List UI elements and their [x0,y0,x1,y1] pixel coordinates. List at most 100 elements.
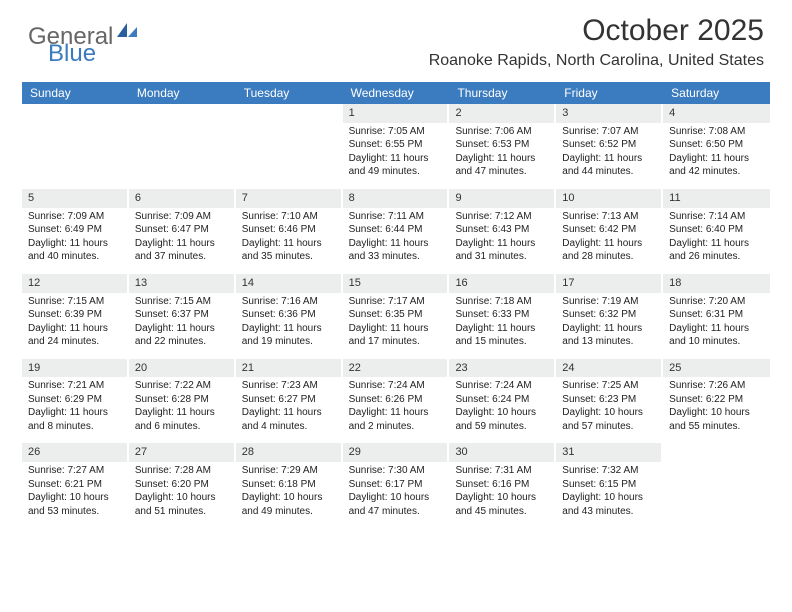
day-line: Sunrise: 7:14 AM [669,210,764,224]
day-line: Sunset: 6:31 PM [669,308,764,322]
title-block: October 2025 Roanoke Rapids, North Carol… [429,14,764,70]
day-cell: 6Sunrise: 7:09 AMSunset: 6:47 PMDaylight… [129,189,236,270]
day-line: Sunset: 6:46 PM [242,223,337,237]
day-number: 14 [236,274,343,293]
day-line: Sunrise: 7:31 AM [455,464,550,478]
day-cell: 24Sunrise: 7:25 AMSunset: 6:23 PMDayligh… [556,359,663,440]
day-line: Sunset: 6:27 PM [242,393,337,407]
day-cell: 12Sunrise: 7:15 AMSunset: 6:39 PMDayligh… [22,274,129,355]
day-line: Sunset: 6:23 PM [562,393,657,407]
day-number: 28 [236,443,343,462]
day-line: Daylight: 11 hours [562,152,657,166]
day-line: Sunrise: 7:05 AM [349,125,444,139]
day-body: Sunrise: 7:08 AMSunset: 6:50 PMDaylight:… [663,123,770,185]
day-body: Sunrise: 7:26 AMSunset: 6:22 PMDaylight:… [663,377,770,439]
day-line: Sunset: 6:24 PM [455,393,550,407]
day-body: Sunrise: 7:30 AMSunset: 6:17 PMDaylight:… [343,462,450,524]
day-body: Sunrise: 7:29 AMSunset: 6:18 PMDaylight:… [236,462,343,524]
day-line: Sunset: 6:18 PM [242,478,337,492]
day-number: 10 [556,189,663,208]
day-line: Sunrise: 7:09 AM [135,210,230,224]
day-line: and 15 minutes. [455,335,550,349]
day-body: Sunrise: 7:23 AMSunset: 6:27 PMDaylight:… [236,377,343,439]
day-line: Sunset: 6:16 PM [455,478,550,492]
week-row: 19Sunrise: 7:21 AMSunset: 6:29 PMDayligh… [22,359,770,444]
day-line: and 53 minutes. [28,505,123,519]
day-cell: 28Sunrise: 7:29 AMSunset: 6:18 PMDayligh… [236,443,343,524]
week-row: 5Sunrise: 7:09 AMSunset: 6:49 PMDaylight… [22,189,770,274]
day-line: and 19 minutes. [242,335,337,349]
day-line: Sunset: 6:42 PM [562,223,657,237]
day-line: Sunset: 6:37 PM [135,308,230,322]
day-line: and 43 minutes. [562,505,657,519]
day-line: Sunrise: 7:13 AM [562,210,657,224]
day-cell: 29Sunrise: 7:30 AMSunset: 6:17 PMDayligh… [343,443,450,524]
day-number: 29 [343,443,450,462]
day-number: 13 [129,274,236,293]
day-body [22,123,129,181]
day-body: Sunrise: 7:25 AMSunset: 6:23 PMDaylight:… [556,377,663,439]
day-line: and 10 minutes. [669,335,764,349]
day-line: and 44 minutes. [562,165,657,179]
day-line: Sunrise: 7:19 AM [562,295,657,309]
day-line: and 57 minutes. [562,420,657,434]
day-number: 31 [556,443,663,462]
day-line: and 42 minutes. [669,165,764,179]
day-line: Sunset: 6:22 PM [669,393,764,407]
day-number: 21 [236,359,343,378]
day-number: 19 [22,359,129,378]
day-body: Sunrise: 7:09 AMSunset: 6:49 PMDaylight:… [22,208,129,270]
day-number: 11 [663,189,770,208]
day-line: and 26 minutes. [669,250,764,264]
day-line: Daylight: 10 hours [242,491,337,505]
day-line: and 49 minutes. [242,505,337,519]
day-line: Sunset: 6:55 PM [349,138,444,152]
day-line: Daylight: 11 hours [242,406,337,420]
day-line: and 13 minutes. [562,335,657,349]
day-body: Sunrise: 7:15 AMSunset: 6:37 PMDaylight:… [129,293,236,355]
day-line: Sunrise: 7:32 AM [562,464,657,478]
day-cell: 31Sunrise: 7:32 AMSunset: 6:15 PMDayligh… [556,443,663,524]
day-line: and 28 minutes. [562,250,657,264]
day-body: Sunrise: 7:09 AMSunset: 6:47 PMDaylight:… [129,208,236,270]
week-row: 12Sunrise: 7:15 AMSunset: 6:39 PMDayligh… [22,274,770,359]
day-line: and 40 minutes. [28,250,123,264]
day-body: Sunrise: 7:20 AMSunset: 6:31 PMDaylight:… [663,293,770,355]
day-body: Sunrise: 7:28 AMSunset: 6:20 PMDaylight:… [129,462,236,524]
day-cell: 15Sunrise: 7:17 AMSunset: 6:35 PMDayligh… [343,274,450,355]
day-line: and 37 minutes. [135,250,230,264]
day-header-tue: Tuesday [236,82,343,104]
day-body: Sunrise: 7:10 AMSunset: 6:46 PMDaylight:… [236,208,343,270]
day-number: 9 [449,189,556,208]
day-cell: 5Sunrise: 7:09 AMSunset: 6:49 PMDaylight… [22,189,129,270]
day-line: and 59 minutes. [455,420,550,434]
day-body: Sunrise: 7:16 AMSunset: 6:36 PMDaylight:… [236,293,343,355]
day-line: Sunset: 6:21 PM [28,478,123,492]
day-body: Sunrise: 7:15 AMSunset: 6:39 PMDaylight:… [22,293,129,355]
day-cell: 16Sunrise: 7:18 AMSunset: 6:33 PMDayligh… [449,274,556,355]
day-number: 6 [129,189,236,208]
day-line: Sunset: 6:35 PM [349,308,444,322]
day-cell: 21Sunrise: 7:23 AMSunset: 6:27 PMDayligh… [236,359,343,440]
day-cell: 3Sunrise: 7:07 AMSunset: 6:52 PMDaylight… [556,104,663,185]
day-line: Sunset: 6:29 PM [28,393,123,407]
day-body: Sunrise: 7:07 AMSunset: 6:52 PMDaylight:… [556,123,663,185]
day-line: Sunset: 6:52 PM [562,138,657,152]
day-cell: 1Sunrise: 7:05 AMSunset: 6:55 PMDaylight… [343,104,450,185]
day-number: 5 [22,189,129,208]
day-line: Daylight: 11 hours [242,322,337,336]
day-line: Sunrise: 7:06 AM [455,125,550,139]
day-cell: 17Sunrise: 7:19 AMSunset: 6:32 PMDayligh… [556,274,663,355]
logo-sail-icon [115,18,139,46]
day-number: 1 [343,104,450,123]
day-number: 27 [129,443,236,462]
day-line: Daylight: 11 hours [349,406,444,420]
day-line: Daylight: 11 hours [669,237,764,251]
day-cell: 11Sunrise: 7:14 AMSunset: 6:40 PMDayligh… [663,189,770,270]
day-cell [663,443,770,524]
day-line: Sunrise: 7:12 AM [455,210,550,224]
day-number [236,104,343,123]
day-cell: 26Sunrise: 7:27 AMSunset: 6:21 PMDayligh… [22,443,129,524]
day-line: and 51 minutes. [135,505,230,519]
day-line: Sunset: 6:17 PM [349,478,444,492]
